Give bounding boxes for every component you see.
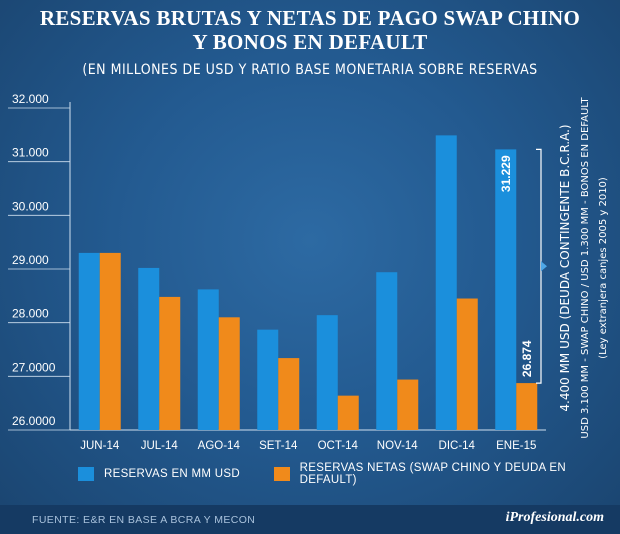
x-tick-label: SET-14 bbox=[259, 440, 298, 452]
x-tick-label: JUN-14 bbox=[80, 440, 120, 452]
title-line-2: Y BONOS EN DEFAULT bbox=[192, 30, 428, 54]
bar-net bbox=[516, 383, 538, 430]
bar-net bbox=[337, 395, 359, 430]
annotation-line-2: USD 3.100 MM - SWAP CHINO / USD 1.300 MM… bbox=[580, 97, 591, 439]
bracket-line bbox=[536, 148, 542, 384]
bar-gross bbox=[376, 272, 398, 430]
bar-net bbox=[159, 296, 181, 430]
x-tick-label: OCT-14 bbox=[318, 440, 359, 452]
bar-net bbox=[397, 379, 419, 430]
data-label-gross: 31.229 bbox=[499, 155, 513, 192]
bar-gross bbox=[197, 289, 219, 430]
bar-net bbox=[456, 298, 478, 430]
x-tick-label: ENE-15 bbox=[496, 440, 536, 452]
y-tick-label: 29.000 bbox=[12, 253, 49, 267]
bar-gross bbox=[495, 149, 517, 430]
x-tick-label: JUL-14 bbox=[141, 440, 179, 452]
data-label-net: 26.874 bbox=[520, 340, 534, 377]
chart-subtitle: (EN MILLONES DE USD Y RATIO BASE MONETAR… bbox=[82, 62, 538, 78]
x-tick-label: AGO-14 bbox=[198, 440, 241, 452]
y-tick-label: 31.000 bbox=[12, 146, 49, 160]
annotation-line-1: 4.400 MM USD (DEUDA CONTINGENTE B.C.R.A.… bbox=[558, 124, 572, 411]
bar-gross bbox=[138, 267, 160, 430]
y-tick-label: 28.000 bbox=[12, 307, 49, 321]
legend-net-swatch bbox=[274, 467, 290, 481]
y-tick-label: 26.0000 bbox=[12, 414, 56, 428]
chart-title: RESERVAS BRUTAS Y NETAS DE PAGO SWAP CHI… bbox=[0, 6, 620, 54]
source-note: FUENTE: E&R EN BASE A BCRA Y MECON bbox=[32, 514, 256, 526]
title-line-1: RESERVAS BRUTAS Y NETAS DE PAGO SWAP CHI… bbox=[39, 6, 581, 30]
x-tick-label: NOV-14 bbox=[377, 440, 419, 452]
y-tick-label: 30.000 bbox=[12, 199, 49, 213]
legend-gross-label: RESERVAS EN MM USD bbox=[104, 468, 240, 480]
bar-gross bbox=[316, 315, 338, 430]
x-tick-label: DIC-14 bbox=[439, 440, 476, 452]
footer-bar bbox=[0, 505, 620, 534]
legend-gross-swatch bbox=[78, 467, 94, 481]
bar-net bbox=[99, 252, 121, 430]
y-tick-label: 27.0000 bbox=[12, 360, 56, 374]
legend-gross: RESERVAS EN MM USD bbox=[78, 464, 240, 484]
bar-gross bbox=[257, 329, 279, 430]
legend-net-label: RESERVAS NETAS (SWAP CHINO Y DEUDA EN DE… bbox=[299, 462, 566, 486]
bar-net bbox=[218, 317, 240, 430]
annotation-line-3: (Ley extranjera canjes 2005 y 2010) bbox=[598, 177, 609, 359]
bar-net bbox=[278, 358, 300, 430]
legend-net: RESERVAS NETAS (SWAP CHINO Y DEUDA EN DE… bbox=[274, 462, 620, 486]
bar-gross bbox=[435, 135, 457, 430]
brand-logo: iProfesional.com bbox=[505, 510, 604, 525]
bracket-pointer bbox=[541, 261, 547, 272]
bar-gross bbox=[78, 252, 100, 430]
y-tick-label: 32.000 bbox=[12, 92, 49, 106]
